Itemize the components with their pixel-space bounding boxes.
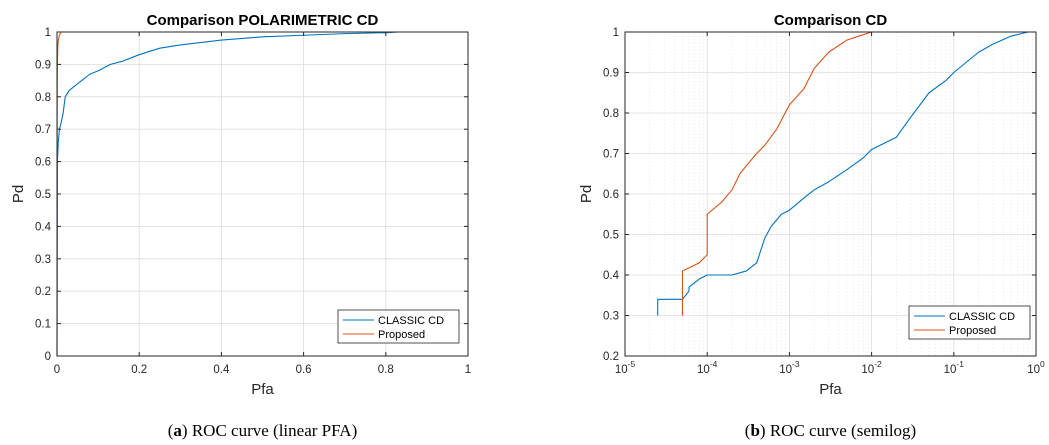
legend-label: CLASSIC CD (378, 315, 444, 327)
y-tick-label: 0.4 (603, 270, 620, 282)
y-tick-label: 1 (613, 27, 619, 39)
y-tick-label: 0.1 (35, 319, 51, 331)
x-tick-exponent: -2 (874, 359, 882, 369)
x-tick-label: 0.6 (296, 364, 312, 376)
y-tick-label: 0.5 (35, 189, 51, 201)
y-tick-label: 0.6 (35, 157, 51, 169)
caption-open-paren: ( (168, 421, 174, 440)
x-tick-exponent: -5 (628, 359, 636, 369)
legend: CLASSIC CD Proposed (908, 305, 1031, 340)
x-axis-label: Pfa (251, 381, 274, 398)
x-tick-label: 10-3 (779, 359, 800, 376)
chart-title: Comparison CD (774, 12, 888, 29)
x-tick-label: 1 (465, 364, 471, 376)
x-tick-label: 0 (54, 364, 60, 376)
x-tick-exponent: -3 (792, 359, 800, 369)
x-tick-exponent: -4 (710, 359, 718, 369)
y-tick-label: 0 (45, 351, 51, 363)
y-tick-label: 0.2 (35, 286, 51, 298)
x-tick-label: 10-4 (697, 359, 718, 376)
x-tick-label: 0.2 (131, 364, 147, 376)
y-tick-label: 0.8 (35, 92, 51, 104)
figure-caption: (b) ROC curve (semilog) (745, 421, 916, 440)
y-tick-label: 0.5 (603, 230, 619, 242)
chart-title: Comparison POLARIMETRIC CD (147, 12, 379, 29)
x-tick-base: 10 (861, 364, 874, 376)
legend-box (337, 309, 460, 344)
caption-close-paren: ) (760, 421, 766, 440)
series-line-classic-cd (56, 31, 468, 357)
x-tick-base: 10 (944, 364, 957, 376)
x-tick-label: 100 (1027, 359, 1045, 376)
x-tick-exponent: 0 (1040, 359, 1045, 369)
y-tick-label: 0.3 (603, 311, 619, 323)
x-tick-exponent: -1 (956, 359, 964, 369)
series-line-classic-cd (657, 31, 1036, 316)
x-tick-label: 10-2 (861, 359, 882, 376)
y-tick-label: 0.7 (35, 124, 51, 136)
y-tick-label: 0.7 (603, 149, 619, 161)
y-tick-label: 0.4 (35, 221, 52, 233)
y-axis-label: Pd (10, 185, 27, 203)
legend-label: Proposed (378, 329, 425, 341)
y-tick-label: 0.9 (35, 59, 51, 71)
y-tick-label: 0.3 (35, 254, 51, 266)
legend-label: Proposed (949, 325, 996, 337)
figure-caption: (a) ROC curve (linear PFA) (168, 421, 358, 440)
caption-close-paren: ) (182, 421, 188, 440)
chart-panel-a: 0 0.2 0.4 0.6 0.8 1 0 0.1 0.2 0.3 0.4 0.5 0.6 0.7 0.8 0… (10, 12, 471, 440)
legend: CLASSIC CD Proposed (337, 309, 460, 344)
y-tick-label: 0.2 (603, 351, 619, 363)
y-axis-label: Pd (578, 185, 595, 203)
x-tick-base: 10 (697, 364, 710, 376)
x-tick-base: 10 (779, 364, 792, 376)
x-tick-label: 0.4 (213, 364, 230, 376)
legend-box (908, 305, 1031, 340)
caption-text: ROC curve (linear PFA) (188, 421, 358, 440)
x-tick-label: 0.8 (378, 364, 394, 376)
y-tick-label: 0.8 (603, 108, 619, 120)
y-tick-label: 1 (45, 27, 51, 39)
caption-text: ROC curve (semilog) (766, 421, 917, 440)
y-tick-label: 0.9 (603, 68, 619, 80)
caption-open-paren: ( (745, 421, 751, 440)
x-tick-base: 10 (1027, 364, 1040, 376)
x-tick-base: 10 (615, 364, 628, 376)
chart-panel-b: 10-5 10-4 10-3 10-2 10-1 1000.20.30.40.50.60.… (578, 12, 1045, 440)
x-tick-label: 10-5 (615, 359, 636, 376)
caption-letter: b (750, 421, 759, 440)
legend-label: CLASSIC CD (949, 311, 1015, 323)
caption-letter: a (173, 421, 182, 440)
y-tick-label: 0.6 (603, 189, 619, 201)
x-axis-label: Pfa (819, 381, 842, 398)
grid (56, 31, 469, 357)
x-tick-label: 10-1 (944, 359, 965, 376)
